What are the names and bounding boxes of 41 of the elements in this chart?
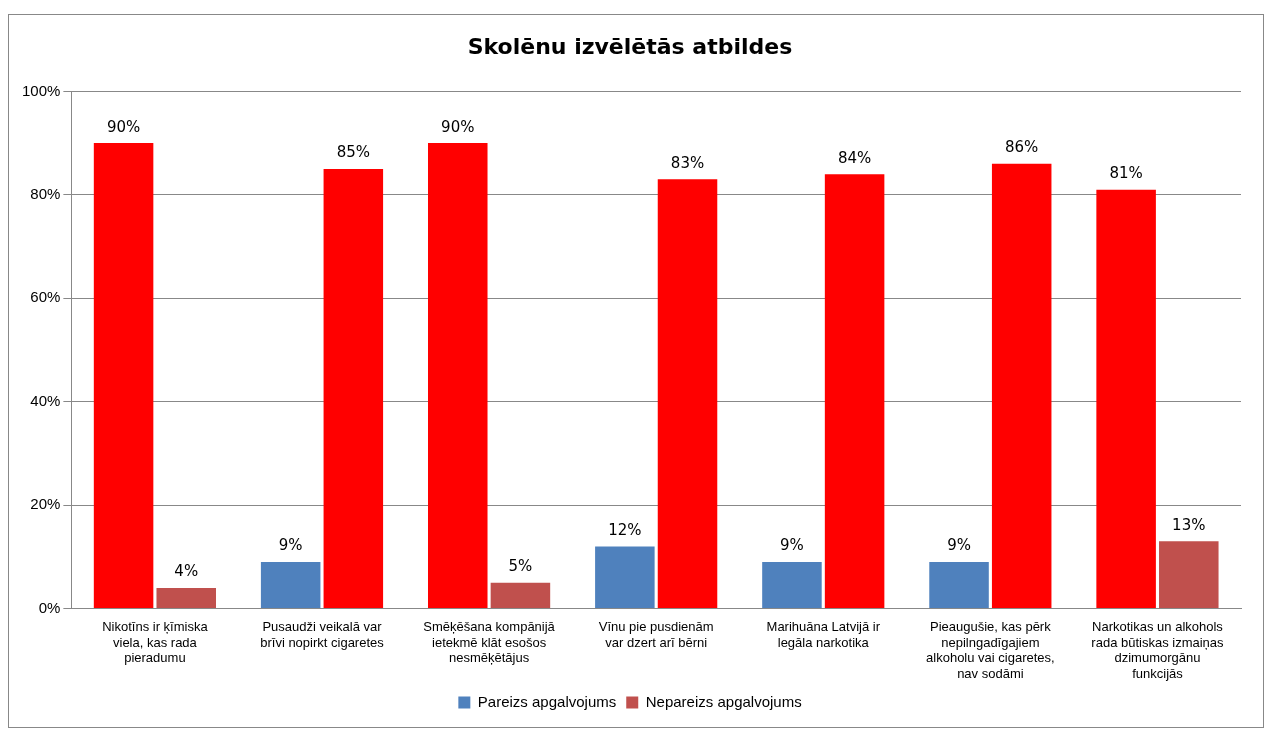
x-tick-label: Marihuāna Latvijā ir legāla narkotika <box>766 618 881 650</box>
chart-title: Skolēnu izvēlētās atbildes <box>467 33 793 59</box>
bar <box>156 587 216 609</box>
data-label: 90% <box>106 117 141 136</box>
bar <box>657 179 718 609</box>
data-label: 9% <box>278 536 303 555</box>
bar <box>1159 541 1219 609</box>
data-label: 84% <box>837 148 872 167</box>
data-label: 90% <box>441 117 475 136</box>
bar <box>991 163 1052 609</box>
bar <box>824 174 885 609</box>
y-tick-label: 80% <box>30 184 61 202</box>
bar <box>260 562 321 609</box>
bar <box>762 562 822 609</box>
y-tick-label: 40% <box>30 391 61 409</box>
x-tick-label: Nikotīns ir ķīmiska viela, kas rada pieradumu <box>102 618 209 666</box>
legend-label: Nepareizs apgalvojums <box>645 692 802 710</box>
data-label: 86% <box>1005 138 1039 157</box>
x-tick-label: Pieaugušie, kas pērk nepilngadīgajiem alkoholu vai cigaretes, nav sodāmi <box>926 618 1055 681</box>
data-label: 83% <box>670 153 705 172</box>
bar <box>490 582 551 609</box>
bar <box>929 562 989 609</box>
data-label: 9% <box>780 536 804 555</box>
data-label: 81% <box>1109 164 1143 183</box>
x-tick-label: Pusaudži veikalā var brīvi nopirkt cigaretes <box>260 618 385 650</box>
data-label: 13% <box>1172 515 1206 534</box>
legend-label: Pareizs apgalvojums <box>477 692 617 710</box>
data-label: 9% <box>947 536 971 555</box>
data-label: 5% <box>508 557 533 576</box>
y-tick-label: 100% <box>21 81 61 99</box>
y-tick-label: 60% <box>30 288 61 306</box>
y-tick-label: 20% <box>30 495 61 513</box>
data-label: 4% <box>174 562 199 581</box>
x-tick-label: Vīnu pie pusdienām var dzert arī bērni <box>598 618 714 650</box>
data-label: 12% <box>608 520 642 539</box>
data-label: 85% <box>336 143 370 162</box>
bar <box>595 546 655 609</box>
x-tick-label: Smēķēšana kompānijā ietekmē klāt esošos nesmēķētājus <box>423 618 556 666</box>
bar <box>323 168 384 609</box>
y-tick-label: 0% <box>38 598 61 616</box>
x-tick-label: Narkotikas un alkohols rada būtiskas izmaiņas dzimumorgānu funkcijās <box>1091 618 1225 681</box>
